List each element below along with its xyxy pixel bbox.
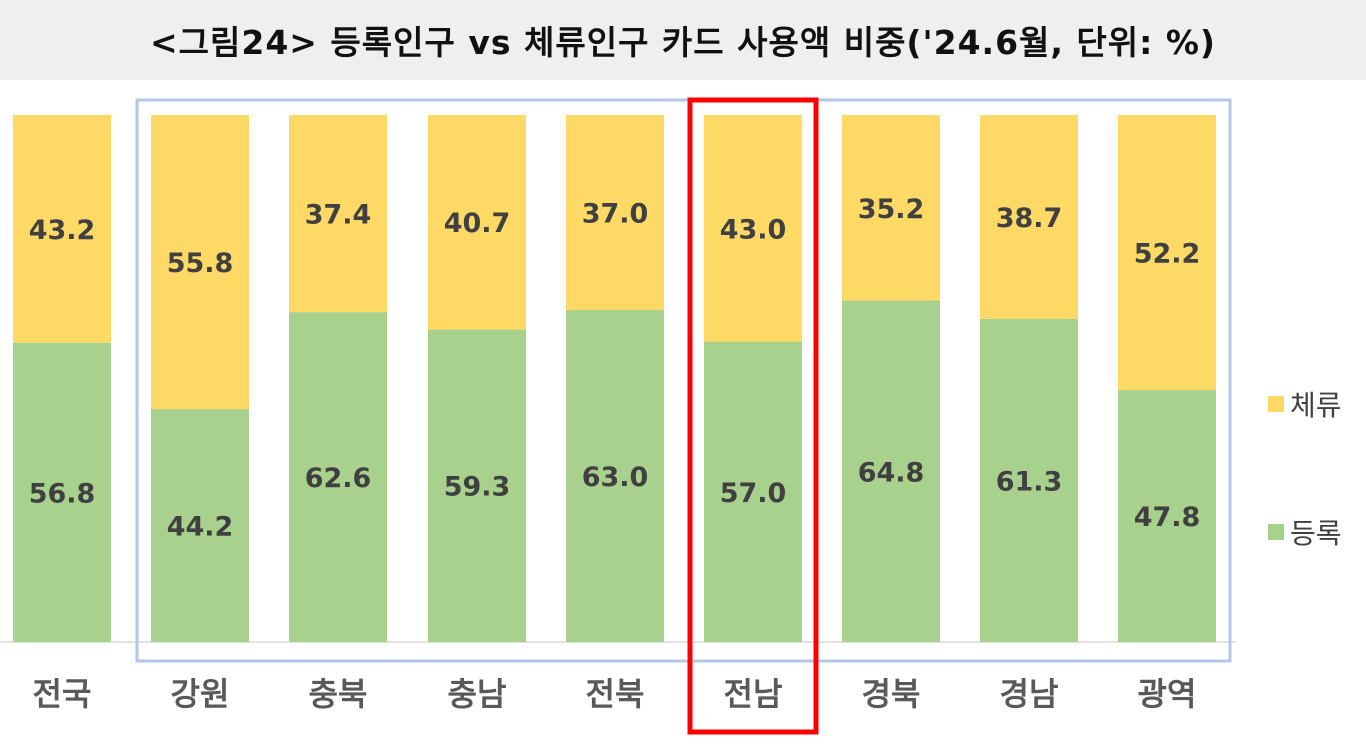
bar-registered-5	[704, 341, 802, 642]
region-group-box	[135, 98, 1232, 663]
bar-visiting-7	[980, 115, 1078, 319]
legend-swatch-0	[1268, 396, 1284, 412]
data-label-visiting-2: 37.4	[305, 200, 372, 231]
data-label-visiting-3: 40.7	[444, 208, 511, 239]
bar-registered-4	[566, 309, 664, 642]
data-label-visiting-1: 55.8	[167, 248, 234, 279]
data-label-visiting-8: 52.2	[1134, 239, 1201, 270]
legend-label-0: 체류	[1290, 389, 1342, 422]
data-label-visiting-7: 38.7	[996, 203, 1063, 234]
bar-registered-3	[428, 329, 526, 642]
category-label-3: 충남	[448, 675, 507, 713]
category-label-1: 강원	[171, 675, 230, 713]
stacked-bar-chart: 56.8 43.2 전국 44.2 55.8 강원 62.6 37.4 충북 59.3 40.7 충남…	[0, 97, 1342, 735]
category-label-6: 경북	[862, 675, 921, 713]
data-label-visiting-5: 43.0	[720, 214, 787, 245]
chart-title: <그림24> 등록인구 vs 체류인구 카드 사용액 비중('24.6월, 단위…	[150, 23, 1216, 62]
title-bar: <그림24> 등록인구 vs 체류인구 카드 사용액 비중('24.6월, 단위…	[0, 0, 1366, 80]
data-label-registered-1: 44.2	[167, 512, 234, 543]
legend-swatch-1	[1268, 524, 1284, 540]
bar-visiting-5	[704, 115, 802, 342]
data-label-visiting-0: 43.2	[29, 215, 96, 246]
category-label-2: 충북	[309, 675, 368, 713]
bar-visiting-3	[428, 115, 526, 330]
data-label-visiting-4: 37.0	[582, 198, 649, 229]
category-label-5: 전남	[724, 675, 783, 713]
legend-label-1: 등록	[1290, 517, 1342, 550]
plot-layer: 56.8 43.2 전국 44.2 55.8 강원 62.6 37.4 충북 59.3 40.7 충남…	[0, 97, 1342, 735]
bar-visiting-8	[1118, 115, 1216, 391]
data-label-registered-3: 59.3	[444, 472, 511, 503]
bar-visiting-2	[289, 115, 387, 313]
category-label-7: 경남	[1000, 675, 1059, 713]
highlight-box	[687, 97, 819, 735]
data-label-registered-8: 47.8	[1134, 502, 1201, 533]
data-label-visiting-6: 35.2	[858, 194, 925, 225]
data-label-registered-6: 64.8	[858, 457, 925, 488]
category-label-8: 광역	[1138, 675, 1197, 713]
bar-visiting-4	[566, 115, 664, 310]
category-label-4: 전북	[586, 675, 645, 713]
bar-visiting-0	[13, 115, 111, 343]
bar-registered-8	[1118, 390, 1216, 642]
bar-registered-2	[289, 312, 387, 642]
bar-registered-1	[151, 409, 249, 642]
data-label-registered-5: 57.0	[720, 478, 787, 509]
bar-registered-7	[980, 318, 1078, 642]
data-label-registered-2: 62.6	[305, 463, 372, 494]
data-label-registered-7: 61.3	[996, 466, 1063, 497]
bar-registered-6	[842, 300, 940, 642]
data-label-registered-0: 56.8	[29, 478, 96, 509]
data-label-registered-4: 63.0	[582, 462, 649, 493]
bar-registered-0	[13, 342, 111, 642]
bar-visiting-1	[151, 115, 249, 410]
bar-visiting-6	[842, 115, 940, 301]
category-label-0: 전국	[33, 675, 92, 713]
